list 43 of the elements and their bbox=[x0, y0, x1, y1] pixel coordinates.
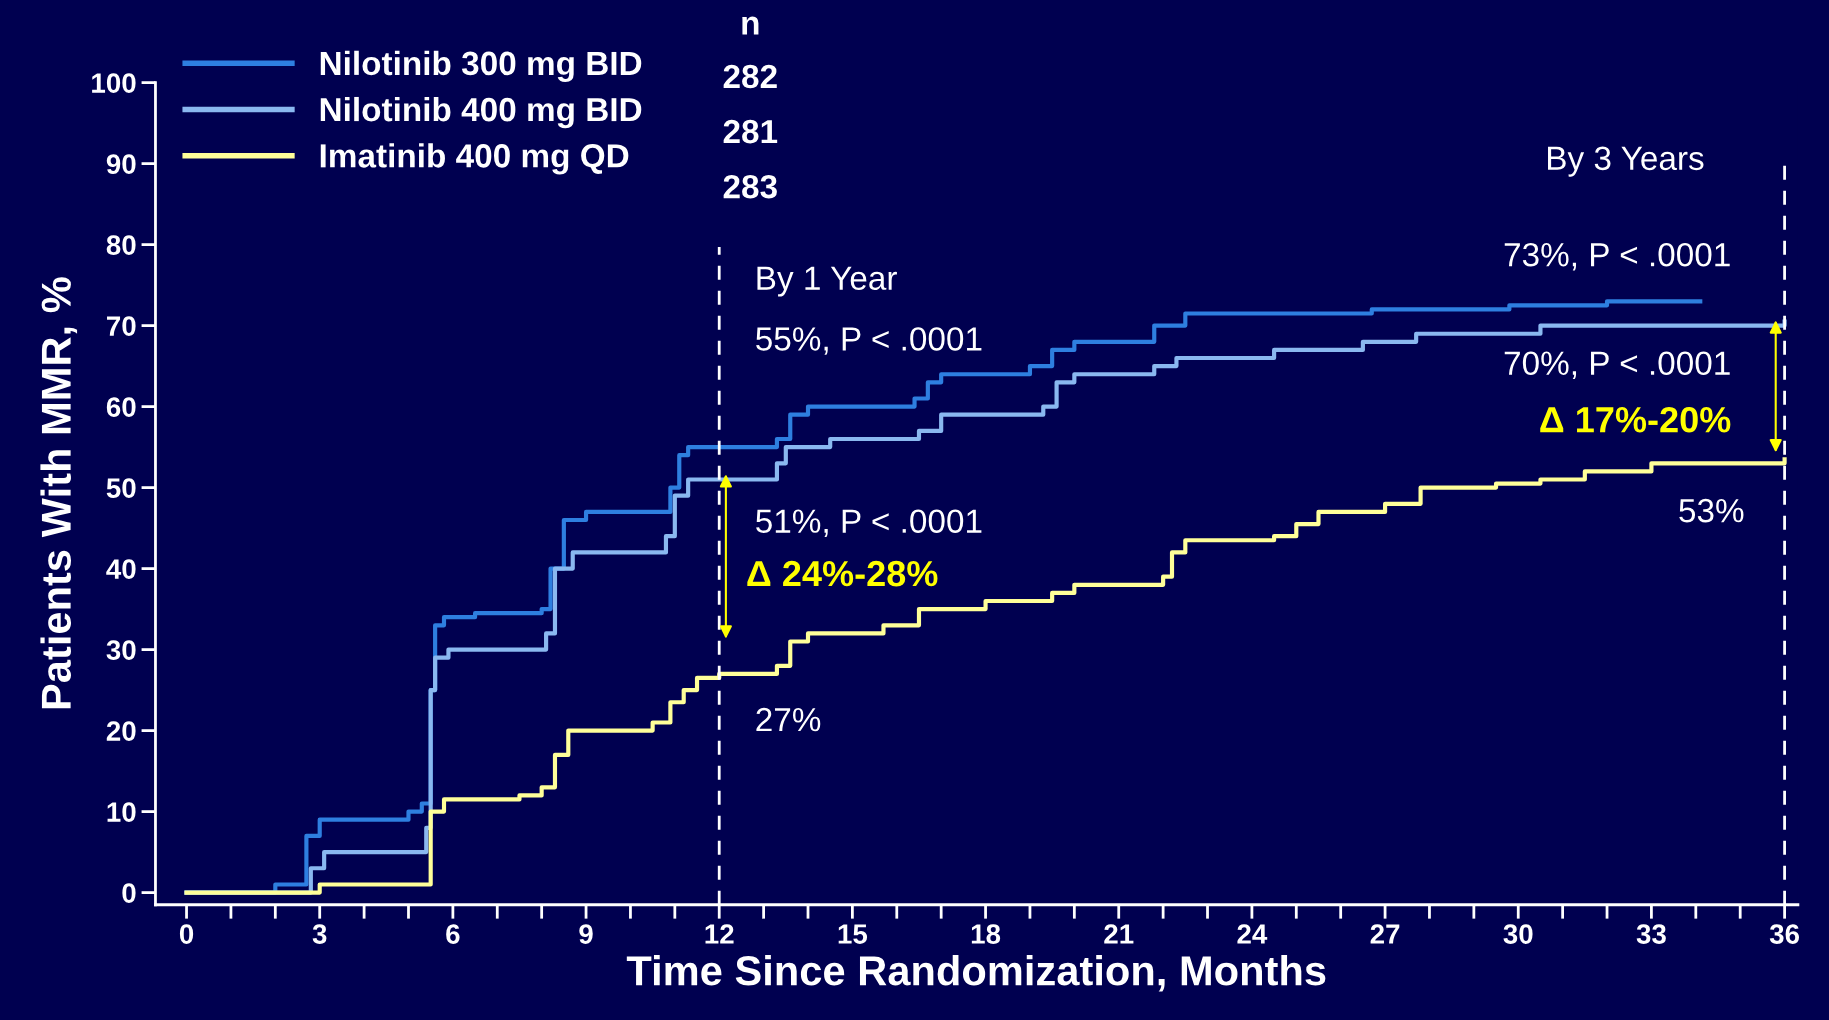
x-tick-label: 12 bbox=[705, 924, 734, 944]
annotation: 281 bbox=[723, 119, 778, 144]
y-axis-title: Patients With MMR, % bbox=[40, 277, 78, 709]
legend-label: Imatinib 400 mg QD bbox=[320, 143, 629, 175]
x-tick-label: 24 bbox=[1237, 924, 1268, 944]
x-tick-label: 0 bbox=[179, 924, 194, 944]
annotation: 53% bbox=[1679, 498, 1744, 523]
y-tick-label: 60 bbox=[106, 397, 136, 417]
y-tick-label: 40 bbox=[106, 559, 136, 579]
y-tick-label: 80 bbox=[106, 235, 136, 255]
y-tick-label: 20 bbox=[106, 721, 136, 741]
y-tick-label: 50 bbox=[106, 478, 136, 498]
annotation: Δ 24%-28% bbox=[747, 560, 938, 587]
y-tick-label: 30 bbox=[106, 640, 136, 660]
x-tick-label: 3 bbox=[312, 924, 327, 944]
x-axis-title: Time Since Randomization, Months bbox=[626, 954, 1326, 992]
annotation: 70%, P < .0001 bbox=[1504, 351, 1730, 379]
x-tick-label: 27 bbox=[1370, 924, 1400, 944]
annotation: 283 bbox=[723, 174, 777, 199]
x-tick-label: 33 bbox=[1636, 924, 1666, 944]
x-tick-label: 30 bbox=[1503, 924, 1533, 944]
annotation: 55%, P < .0001 bbox=[756, 327, 982, 355]
x-tick-label: 6 bbox=[446, 924, 460, 944]
x-tick-label: 18 bbox=[971, 924, 1001, 944]
y-tick-label: 90 bbox=[106, 154, 136, 174]
x-tick-label: 9 bbox=[579, 924, 593, 944]
x-tick-label: 21 bbox=[1104, 924, 1134, 944]
annotation: 73%, P < .0001 bbox=[1504, 242, 1730, 271]
x-tick-label: 36 bbox=[1769, 924, 1800, 944]
y-tick-label: 70 bbox=[107, 316, 136, 336]
x-tick-label: 15 bbox=[838, 924, 868, 944]
legend-label: Nilotinib 300 mg BID bbox=[320, 50, 642, 82]
annotation: By 1 Year bbox=[757, 266, 897, 297]
annotation: By 3 Years bbox=[1548, 146, 1704, 177]
annotation: 51%, P < .0001 bbox=[756, 509, 982, 537]
y-tick-label: 0 bbox=[122, 883, 136, 903]
annotation: 282 bbox=[723, 64, 777, 89]
annotation: Δ 17%-20% bbox=[1540, 406, 1731, 433]
legend-label: Nilotinib 400 mg BID bbox=[320, 96, 642, 129]
text: n bbox=[742, 16, 759, 35]
y-tick-label: 10 bbox=[107, 802, 136, 822]
annotation: 27% bbox=[756, 707, 821, 732]
y-tick-label: 100 bbox=[92, 73, 136, 93]
